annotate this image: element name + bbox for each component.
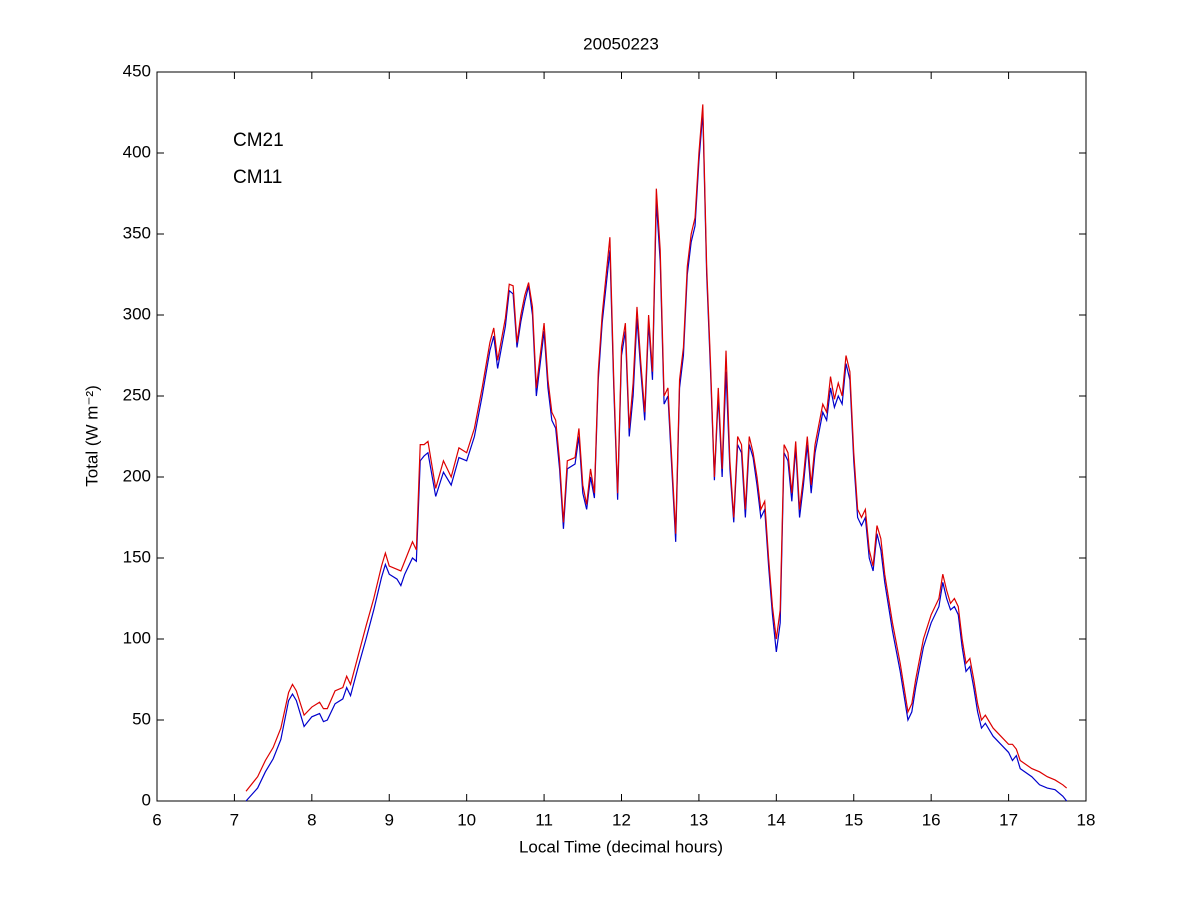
y-tick-label: 0 xyxy=(142,790,151,809)
x-axis-label: Local Time (decimal hours) xyxy=(519,837,723,856)
x-tick-label: 18 xyxy=(1077,810,1096,829)
x-tick-label: 17 xyxy=(999,810,1018,829)
y-tick-label: 250 xyxy=(123,385,151,404)
x-tick-label: 14 xyxy=(767,810,786,829)
legend-label: CM21 xyxy=(233,130,284,151)
chart-title: 20050223 xyxy=(583,34,659,53)
y-tick-label: 300 xyxy=(123,304,151,323)
x-tick-label: 9 xyxy=(385,810,394,829)
y-tick-label: 150 xyxy=(123,547,151,566)
x-tick-label: 12 xyxy=(612,810,631,829)
y-tick-label: 200 xyxy=(123,466,151,485)
legend-label: CM11 xyxy=(233,167,282,188)
y-axis-label: Total (W m⁻²) xyxy=(82,385,101,487)
x-tick-label: 8 xyxy=(307,810,316,829)
plot-frame xyxy=(156,71,1087,802)
y-tick-label: 400 xyxy=(123,142,151,161)
x-tick-label: 13 xyxy=(689,810,708,829)
x-tick-label: 7 xyxy=(230,810,239,829)
x-tick-label: 6 xyxy=(152,810,161,829)
x-tick-label: 11 xyxy=(535,810,553,829)
y-tick-label: 450 xyxy=(123,61,151,80)
x-tick-label: 16 xyxy=(922,810,941,829)
y-tick-label: 50 xyxy=(132,709,151,728)
x-tick-label: 10 xyxy=(457,810,476,829)
data-line xyxy=(245,104,1068,792)
x-tick-label: 15 xyxy=(844,810,863,829)
y-tick-label: 350 xyxy=(123,223,151,242)
y-tick-label: 100 xyxy=(123,628,151,647)
